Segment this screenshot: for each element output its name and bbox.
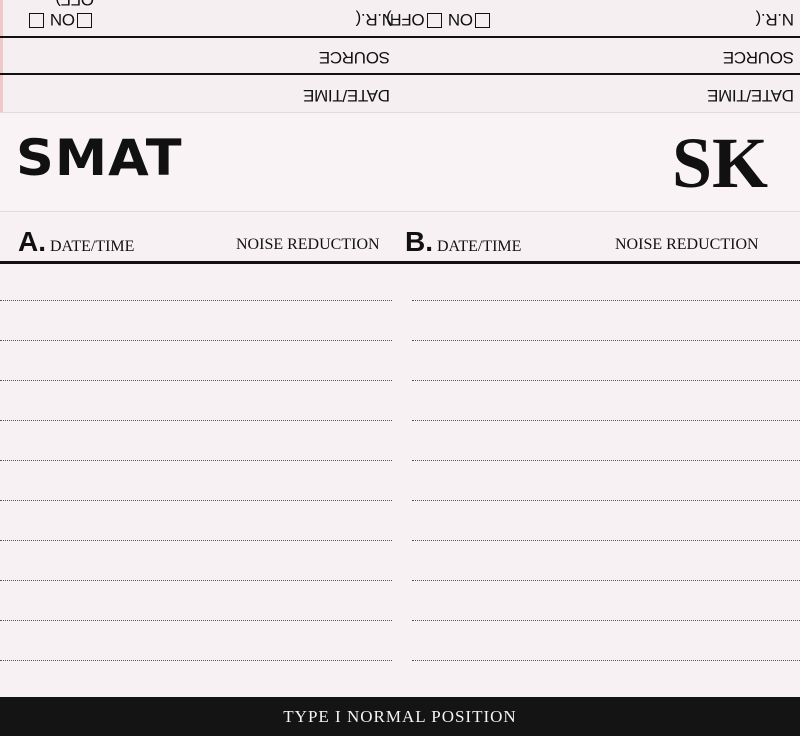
side-b-write-line	[412, 500, 800, 501]
side-b-write-line	[412, 300, 800, 301]
checkbox-off[interactable]	[28, 13, 44, 28]
checkbox-on[interactable]	[475, 13, 490, 28]
side-b-write-line	[412, 340, 800, 341]
brand-logo: SMAT	[16, 129, 183, 187]
side-b-date-time: DATE/TIME	[437, 238, 522, 255]
source-label: SOURCE	[319, 48, 390, 67]
checkbox-on[interactable]	[77, 13, 92, 28]
side-a-write-line	[0, 340, 392, 341]
side-a-letter: A.	[18, 226, 46, 257]
source-row: SOURCE SOURCE	[0, 36, 800, 74]
side-a-write-line	[0, 300, 392, 301]
side-a-noise-reduction: NOISE REDUCTION	[236, 236, 380, 253]
source-label: SOURCE	[723, 48, 794, 67]
model-name: SK	[671, 123, 768, 203]
side-b-header: B. DATE/TIME	[405, 226, 521, 258]
side-b-write-line	[412, 380, 800, 381]
side-a-write-line	[0, 620, 392, 621]
checkbox-off[interactable]	[426, 13, 442, 28]
side-b-noise-reduction: NOISE REDUCTION	[615, 236, 759, 253]
side-a-write-line	[0, 500, 392, 501]
inverted-spine-band: DATE/TIME DATE/TIME SOURCE SOURCE N.R.( …	[0, 0, 800, 112]
side-a-write-line	[0, 460, 392, 461]
side-b-write-line	[412, 580, 800, 581]
on-label: ON	[448, 10, 473, 29]
header-divider	[0, 261, 800, 264]
side-b-write-line	[412, 620, 800, 621]
side-a-header: A. DATE/TIME	[18, 226, 134, 258]
title-strip: SMAT SK	[0, 112, 800, 212]
side-a-write-line	[0, 380, 392, 381]
side-a-write-line	[0, 580, 392, 581]
date-time-label: DATE/TIME	[303, 86, 390, 105]
side-a-write-line	[0, 540, 392, 541]
side-a-write-line	[0, 420, 392, 421]
nr-label: N.R.(	[355, 10, 394, 29]
side-a-write-line	[0, 660, 392, 661]
date-time-row: DATE/TIME DATE/TIME	[0, 73, 800, 112]
nr-options: ON OFF)	[386, 9, 492, 29]
side-b-write-line	[412, 540, 800, 541]
nr-row: N.R.( ON OFF) N.R.( ON OFF)	[0, 0, 800, 36]
nr-options: ON OFF)	[0, 0, 94, 29]
on-label: ON	[50, 10, 75, 29]
tape-type-bar: TYPE I NORMAL POSITION	[0, 697, 800, 736]
nr-label: N.R.(	[755, 10, 794, 29]
date-time-label: DATE/TIME	[707, 86, 794, 105]
off-label: OFF)	[56, 0, 94, 9]
side-b-letter: B.	[405, 226, 433, 257]
side-b-write-line	[412, 660, 800, 661]
side-b-write-line	[412, 420, 800, 421]
side-a-date-time: DATE/TIME	[50, 238, 135, 255]
side-b-write-line	[412, 460, 800, 461]
